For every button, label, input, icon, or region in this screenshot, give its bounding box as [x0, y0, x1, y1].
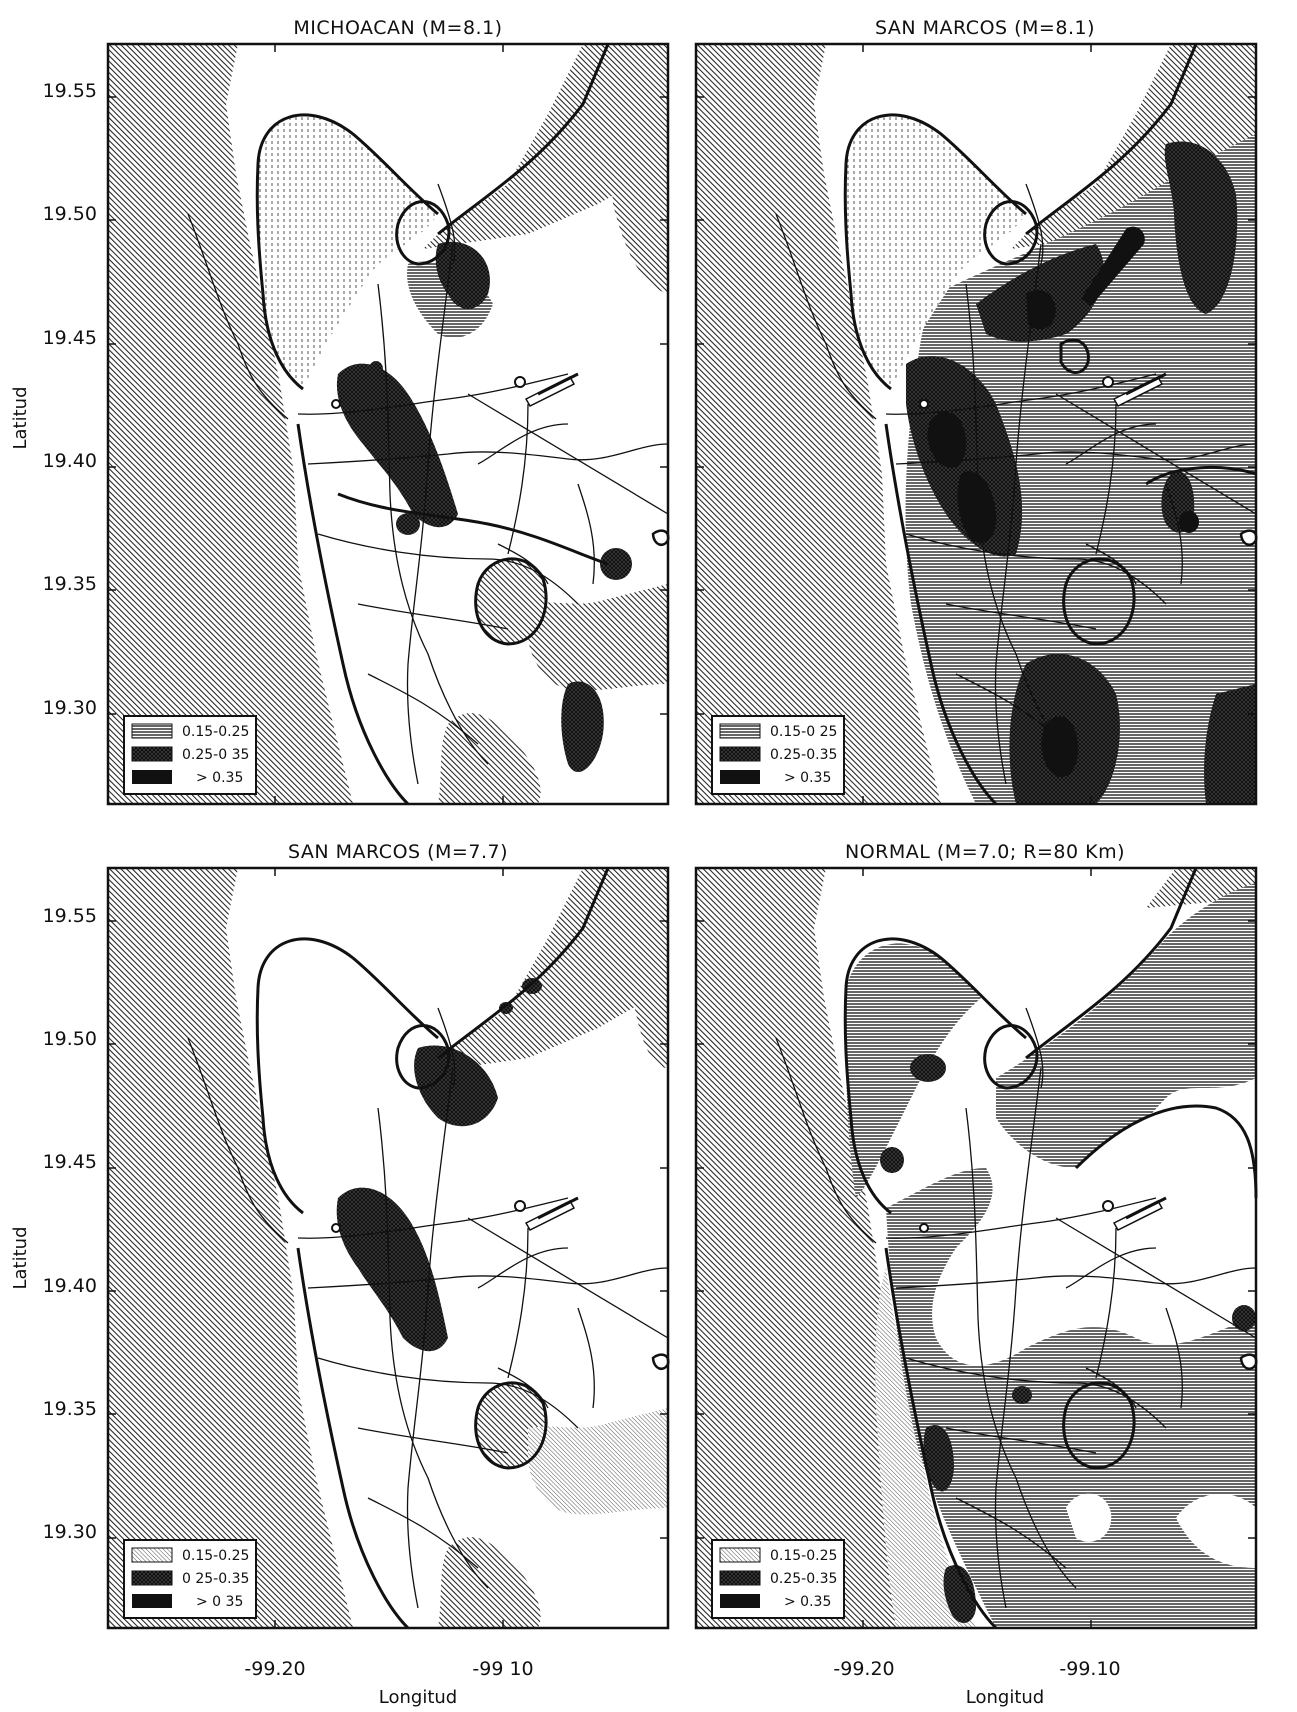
- lon-tick: -99.20: [833, 1658, 894, 1680]
- zone-hills: [108, 44, 668, 804]
- legend-label: > 0.35: [784, 770, 831, 786]
- legend-label: 0.15-0.25: [770, 1548, 837, 1564]
- lat-tick: 19.50: [43, 1028, 97, 1050]
- lat-tick: 19.45: [43, 327, 97, 349]
- ylabel-top: Latitud: [10, 386, 31, 449]
- panel-title-san-marcos-m81: SAN MARCOS (M=8.1): [875, 17, 1095, 39]
- legend-label: 0.25-0 35: [182, 747, 249, 763]
- legend-swatch-025-035: [131, 1570, 173, 1586]
- legend-swatch-015-025: [719, 723, 761, 739]
- lat-ticks-top: 19.55 19.50 19.45 19.40 19.35 19.30: [43, 80, 97, 719]
- zone-class-025-035: [336, 978, 542, 1352]
- panel-title-michoacan-m81: MICHOACAN (M=8.1): [293, 17, 502, 39]
- legend-swatch-gt-035: [132, 1594, 172, 1608]
- zone-white-patches: [996, 1106, 1256, 1568]
- legend-label: 0.15-0.25: [182, 1548, 249, 1564]
- map-panel-normal-m70: 0.15-0.25 0.25-0.35 > 0.35: [694, 866, 1258, 1630]
- legend-swatch-025-035: [719, 746, 761, 762]
- legend-swatch-015-025: [719, 1547, 761, 1563]
- legend-label: > 0.35: [784, 1594, 831, 1610]
- legend-label: 0.15-0 25: [770, 724, 837, 740]
- panel-title-normal-m70: NORMAL (M=7.0; R=80 Km): [845, 841, 1125, 863]
- legend: 0.15-0.25 0.25-0.35 > 0.35: [711, 1539, 845, 1619]
- lat-ticks-bottom: 19.55 19.50 19.45 19.40 19.35 19.30: [43, 905, 97, 1543]
- zone-class-025-035: [336, 241, 632, 773]
- lon-tick: -99.20: [244, 1658, 305, 1680]
- legend-label: 0 25-0.35: [182, 1571, 249, 1587]
- legend-swatch-025-035: [719, 1570, 761, 1586]
- zone-class-gt-035: [880, 1054, 1256, 1624]
- zone-class-015-025: [528, 1408, 668, 1515]
- lat-tick: 19.40: [43, 1275, 97, 1297]
- legend-swatch-gt-035: [720, 1594, 760, 1608]
- lat-tick: 19.55: [43, 80, 97, 102]
- legend-label: 0.25-0.35: [770, 747, 837, 763]
- lat-tick: 19.45: [43, 1151, 97, 1173]
- contour-lines: [843, 867, 1258, 1630]
- lon-tick: -99 10: [472, 1658, 533, 1680]
- map-panel-san-marcos-m77: 0.15-0.25 0 25-0.35 > 0 35: [106, 866, 670, 1630]
- zone-hills: [108, 868, 668, 1628]
- legend-swatch-025-035: [131, 746, 173, 762]
- legend: 0.15-0 25 0.25-0.35 > 0.35: [711, 715, 845, 795]
- map-panel-michoacan-m81: 0.15-0.25 0.25-0 35 > 0.35: [106, 42, 670, 806]
- legend: 0.15-0.25 0 25-0.35 > 0 35: [123, 1539, 257, 1619]
- legend-swatch-gt-035: [132, 770, 172, 784]
- lat-tick: 19.50: [43, 203, 97, 225]
- panel-title-san-marcos-m77: SAN MARCOS (M=7.7): [288, 841, 508, 863]
- legend-label: 0.25-0.35: [770, 1571, 837, 1587]
- xlabel-left: Longitud: [379, 1687, 457, 1708]
- legend-label: > 0 35: [196, 1594, 243, 1610]
- legend: 0.15-0.25 0.25-0 35 > 0.35: [123, 715, 257, 795]
- contour-lines: [255, 43, 610, 806]
- map-panel-san-marcos-m81: 0.15-0 25 0.25-0.35 > 0.35: [694, 42, 1258, 806]
- lat-tick: 19.30: [43, 697, 97, 719]
- ylabel-bottom: Latitud: [10, 1226, 31, 1289]
- legend-swatch-015-025: [131, 723, 173, 739]
- lat-tick: 19.30: [43, 1521, 97, 1543]
- lat-tick: 19.40: [43, 450, 97, 472]
- legend-swatch-gt-035: [720, 770, 760, 784]
- legend-label: > 0.35: [196, 770, 243, 786]
- lat-tick: 19.35: [43, 573, 97, 595]
- contour-lines: [255, 867, 610, 1630]
- zone-class-015-025: [875, 1268, 976, 1628]
- xlabel-right: Longitud: [966, 1687, 1044, 1708]
- lat-tick: 19.35: [43, 1398, 97, 1420]
- legend-label: 0.15-0.25: [182, 724, 249, 740]
- lon-tick: -99.10: [1059, 1658, 1120, 1680]
- lat-tick: 19.55: [43, 905, 97, 927]
- legend-swatch-015-025: [131, 1547, 173, 1563]
- contour-lines: [843, 43, 1257, 806]
